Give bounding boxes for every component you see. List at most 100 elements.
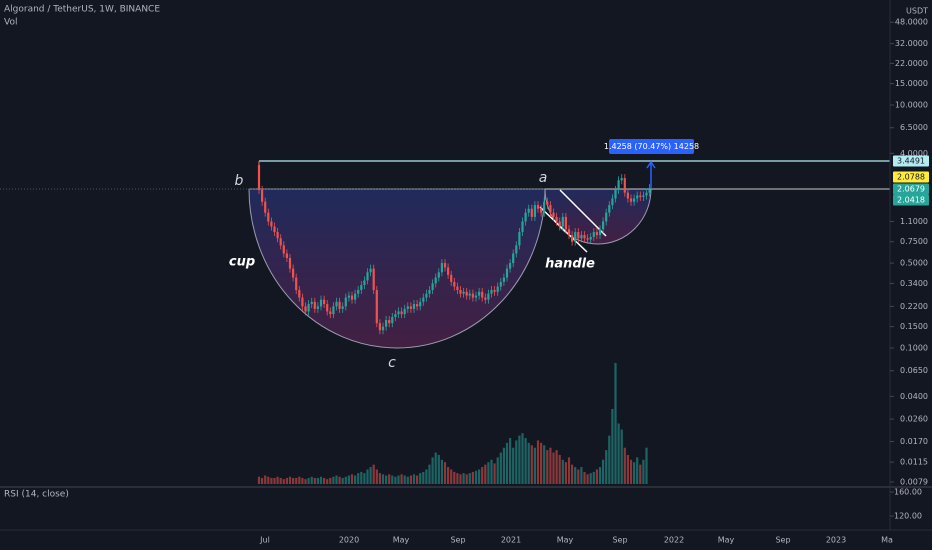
- volume-bar: [273, 477, 276, 484]
- volume-bar: [502, 447, 505, 484]
- candle: [509, 263, 512, 269]
- volume-bar: [561, 459, 564, 484]
- volume-bar: [310, 476, 313, 484]
- candle: [350, 295, 354, 300]
- volume-bar: [391, 475, 394, 484]
- volume-bar: [381, 474, 385, 484]
- volume-bar: [394, 476, 397, 484]
- label-cup: cup: [229, 255, 255, 270]
- candle: [434, 277, 437, 284]
- volume-bar: [645, 447, 648, 484]
- price-tag-label: 2.0418: [897, 196, 925, 205]
- candle: [412, 304, 416, 309]
- volume-bar: [605, 450, 608, 484]
- candle: [363, 280, 366, 286]
- volume-bar: [487, 462, 490, 484]
- candle: [276, 232, 279, 239]
- candle: [344, 297, 347, 307]
- volume-bar: [332, 476, 335, 484]
- volume-bar: [493, 463, 496, 484]
- candle: [335, 301, 338, 307]
- candle: [428, 290, 431, 294]
- volume-bar: [586, 474, 589, 484]
- volume-bar: [388, 474, 391, 484]
- price-tag: [893, 194, 929, 206]
- candle: [391, 316, 394, 324]
- candle: [555, 216, 558, 222]
- candle: [499, 281, 502, 287]
- candle: [493, 290, 496, 292]
- candle: [567, 229, 571, 236]
- candle: [397, 311, 400, 315]
- volume-bar: [313, 477, 316, 484]
- volume-bar: [341, 477, 344, 484]
- price-tick-label: 0.2200: [900, 302, 928, 311]
- candle: [577, 232, 580, 239]
- candle: [530, 208, 533, 217]
- candle: [583, 235, 586, 239]
- candle: [595, 232, 598, 236]
- label-c: c: [388, 355, 396, 371]
- candle: [468, 293, 471, 296]
- volume-bar: [468, 473, 471, 484]
- candle: [310, 301, 313, 305]
- candle: [586, 238, 589, 240]
- volume-bar: [267, 476, 270, 484]
- price-tick-label: 0.5000: [900, 259, 928, 268]
- candle: [459, 290, 462, 294]
- candle: [267, 212, 270, 222]
- rsi-legend: RSI (14, close): [4, 490, 69, 500]
- time-label: Jul: [259, 536, 270, 545]
- price-tick-label: 0.1500: [900, 322, 928, 331]
- price-tick-label: 0.1000: [900, 344, 928, 353]
- volume-bar: [611, 408, 614, 484]
- volume-bar: [270, 477, 273, 484]
- volume-bar: [518, 435, 521, 484]
- volume-bar: [437, 454, 440, 484]
- volume-bar: [397, 475, 400, 484]
- volume-bar: [474, 470, 478, 484]
- volume-bar: [295, 477, 298, 484]
- candle: [478, 291, 481, 296]
- candle: [447, 267, 450, 275]
- candle: [400, 311, 403, 315]
- candle: [521, 221, 524, 233]
- rsi-tick-label: 120.00: [894, 512, 922, 521]
- time-label: 2020: [339, 536, 359, 545]
- volume-bar: [357, 473, 360, 484]
- candle: [282, 245, 285, 254]
- candle: [543, 201, 546, 213]
- candle: [527, 208, 530, 213]
- candle: [285, 253, 288, 259]
- candle: [378, 323, 381, 331]
- candle: [366, 272, 369, 281]
- volume-bar: [369, 467, 372, 484]
- volume-bar: [276, 476, 279, 484]
- volume-bar: [546, 450, 549, 484]
- candle: [487, 293, 490, 300]
- candle: [642, 195, 645, 197]
- candle: [524, 212, 527, 222]
- label-handle: handle: [545, 257, 595, 272]
- candle: [533, 205, 536, 217]
- volume-bar: [450, 469, 453, 484]
- price-tick-label: 48.0000: [895, 18, 928, 27]
- price-tag: [893, 155, 929, 167]
- volume-bar: [617, 423, 620, 484]
- volume-bar: [425, 469, 428, 484]
- volume-bar: [484, 464, 487, 484]
- candle: [443, 263, 447, 268]
- candle: [301, 297, 304, 307]
- volume-bar: [558, 454, 561, 484]
- volume-bar: [316, 477, 319, 484]
- candle: [450, 274, 453, 282]
- volume-bar: [589, 473, 592, 484]
- candle: [598, 229, 602, 236]
- volume-bar: [412, 474, 416, 484]
- volume-bar: [527, 442, 530, 484]
- volume-bar: [319, 476, 323, 484]
- candle: [329, 311, 332, 315]
- price-tag: [893, 171, 929, 183]
